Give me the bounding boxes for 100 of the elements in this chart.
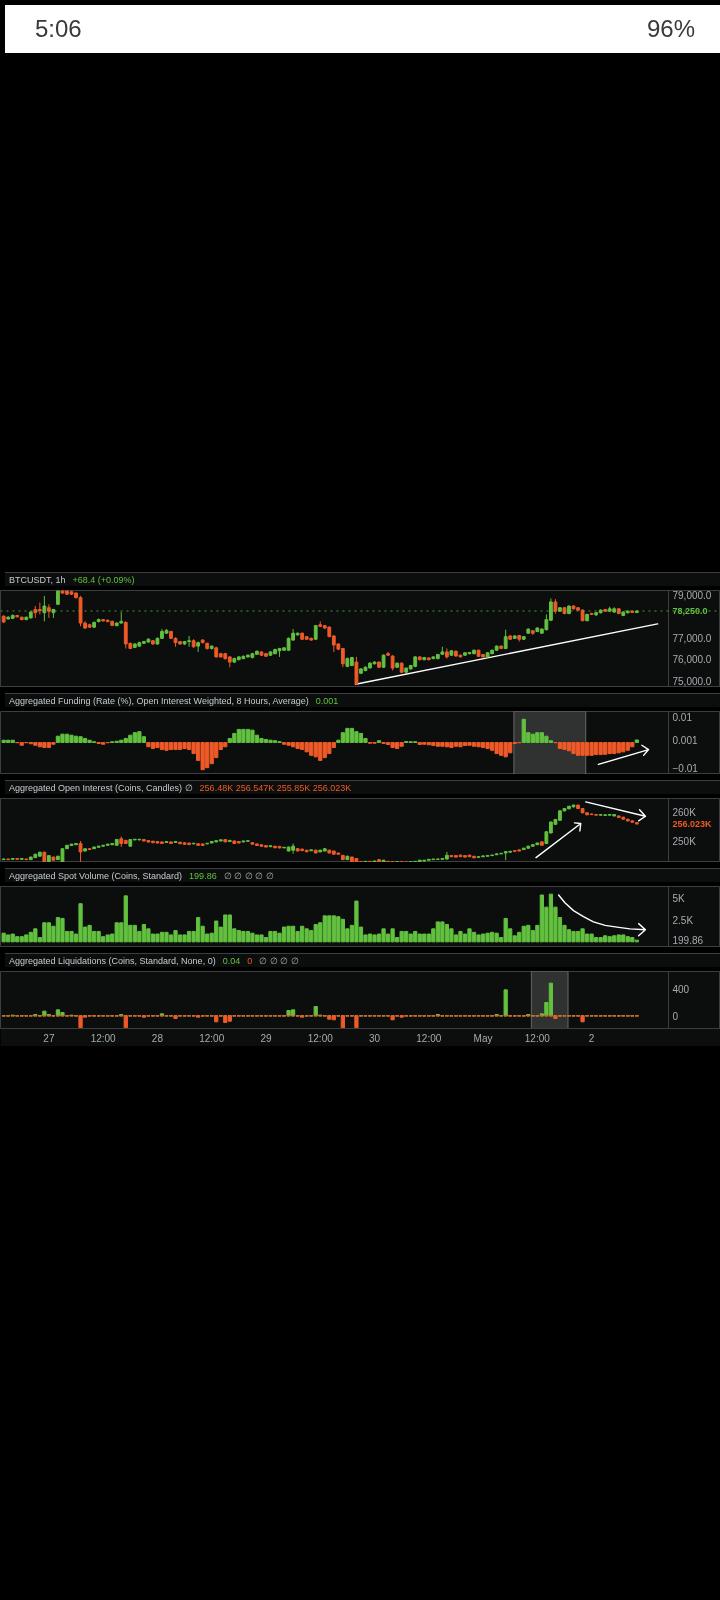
bar — [444, 742, 450, 748]
bar — [575, 742, 581, 756]
y-tick-label: −0.01 — [672, 762, 699, 774]
bar — [349, 727, 355, 743]
bar — [458, 930, 463, 943]
bar — [73, 735, 79, 743]
bar — [575, 930, 581, 943]
candlestick — [196, 641, 201, 653]
bar — [358, 732, 364, 743]
x-tick-label: May — [473, 1032, 493, 1044]
bar — [304, 742, 309, 753]
candlestick — [46, 603, 51, 619]
bar — [241, 930, 246, 943]
bar — [60, 917, 65, 943]
bar — [33, 928, 38, 943]
bar — [164, 931, 169, 943]
bar — [485, 742, 490, 750]
x-tick-label: 12:00 — [307, 1032, 334, 1044]
bar — [607, 936, 612, 943]
bar — [42, 922, 47, 943]
text: ∅ ∅ ∅ ∅ ∅ — [223, 871, 274, 881]
bar — [114, 922, 119, 943]
bar — [173, 742, 178, 751]
bar — [290, 742, 296, 748]
bar — [46, 922, 52, 943]
bar — [78, 1015, 83, 1029]
bar — [281, 926, 287, 943]
bar — [471, 931, 477, 943]
chart-title: Aggregated Spot Volume (Coins, Standard) — [9, 871, 183, 881]
bar — [200, 742, 205, 771]
y-tick-label: 75,000.0 — [672, 676, 712, 688]
bar — [286, 742, 291, 746]
bar — [245, 728, 251, 743]
bar — [634, 739, 639, 743]
bar — [390, 742, 395, 749]
bar — [489, 742, 495, 751]
bar — [64, 733, 70, 743]
bar — [571, 930, 576, 943]
bar — [462, 742, 468, 747]
y-tick-label: 199.86 — [672, 934, 704, 946]
bar — [46, 742, 52, 749]
bar — [480, 742, 486, 749]
bar — [467, 928, 472, 943]
bar — [453, 742, 459, 747]
bar — [259, 737, 264, 743]
bar — [268, 930, 273, 943]
bar — [354, 1015, 359, 1029]
bar — [164, 742, 169, 751]
bar — [33, 742, 38, 746]
x-tick-label: 2 — [588, 1032, 595, 1044]
bar — [96, 930, 101, 943]
bar — [476, 742, 481, 748]
bar — [381, 928, 386, 943]
bar — [60, 733, 65, 743]
bar — [503, 742, 508, 758]
bar — [1, 932, 6, 943]
bar — [630, 742, 635, 748]
bar — [562, 742, 567, 751]
bar — [268, 739, 273, 743]
bar — [69, 734, 74, 743]
bar — [354, 900, 359, 943]
bar — [173, 930, 178, 943]
bar — [589, 742, 594, 756]
bar — [10, 739, 15, 743]
chart-subtitle: 0.04 — [222, 956, 241, 966]
text: 5:06 — [35, 13, 82, 44]
chart-subtitle: +68.4 (+0.09%) — [72, 575, 135, 585]
candlestick — [78, 840, 83, 862]
bar — [146, 928, 151, 943]
bar — [489, 931, 495, 943]
chart-subtitle: 256.48K 256.547K 255.85K 256.023K — [199, 783, 352, 793]
bar — [254, 934, 260, 943]
y-tick-label: 0.001 — [672, 734, 698, 746]
bar — [155, 933, 160, 943]
x-tick-label: 12:00 — [199, 1032, 225, 1044]
candlestick — [123, 620, 128, 649]
bar — [584, 742, 590, 756]
bar — [557, 742, 563, 750]
bar — [245, 930, 251, 943]
bar — [259, 934, 264, 943]
bar — [214, 1015, 219, 1023]
bar — [566, 742, 572, 752]
y-tick-label: 77,000.0 — [672, 632, 712, 644]
bar — [471, 742, 477, 747]
y-tick-label: 0 — [672, 1010, 679, 1022]
bar — [336, 916, 341, 943]
bar — [607, 742, 612, 755]
bar — [182, 742, 187, 750]
bar — [548, 982, 554, 1017]
x-tick-label: 27 — [43, 1032, 55, 1044]
bar — [223, 1015, 228, 1023]
bar — [150, 742, 156, 750]
text: 78,250.0 — [672, 605, 708, 616]
bar — [503, 989, 508, 1017]
x-tick-label: 12:00 — [416, 1032, 442, 1044]
y-tick-label: 250K — [672, 835, 697, 847]
bar — [589, 933, 594, 943]
bar — [295, 930, 300, 943]
bar — [390, 928, 395, 943]
bar — [598, 742, 603, 756]
